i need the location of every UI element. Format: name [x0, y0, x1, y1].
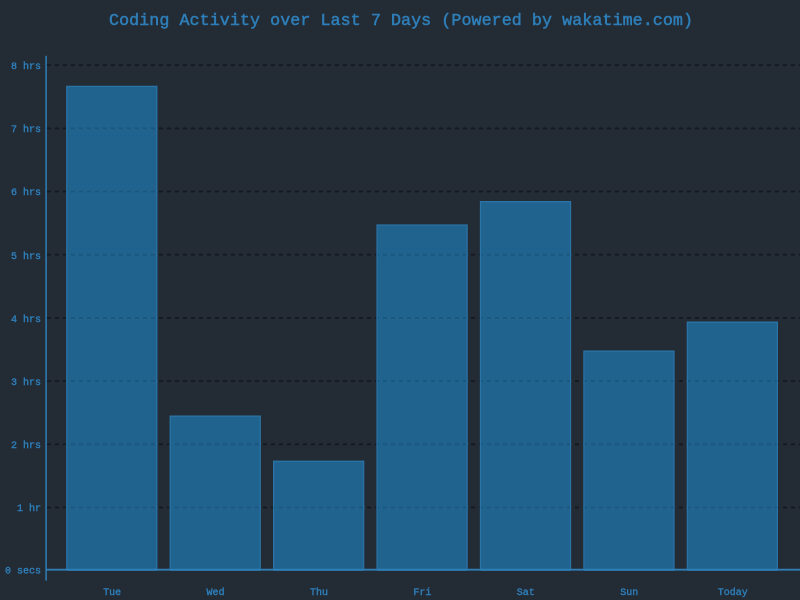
svg-text:Thu: Thu [310, 587, 328, 599]
svg-text:Fri: Fri [413, 587, 431, 599]
svg-text:Coding Activity over Last 7 Da: Coding Activity over Last 7 Days (Powere… [109, 12, 693, 31]
svg-text:5 hrs: 5 hrs [11, 251, 41, 263]
svg-text:Sun: Sun [620, 588, 638, 599]
svg-text:Wed: Wed [206, 587, 224, 599]
svg-text:3 hrs: 3 hrs [11, 377, 41, 389]
svg-text:Today: Today [718, 587, 748, 599]
svg-text:1 hr: 1 hr [17, 503, 41, 515]
svg-text:0 secs: 0 secs [5, 567, 41, 578]
svg-text:7 hrs: 7 hrs [11, 124, 41, 136]
svg-text:Sat: Sat [517, 588, 535, 599]
svg-text:2 hrs: 2 hrs [11, 440, 41, 452]
svg-text:6 hrs: 6 hrs [11, 187, 41, 199]
svg-text:Tue: Tue [103, 588, 121, 599]
svg-text:8 hrs: 8 hrs [11, 61, 41, 73]
svg-text:4 hrs: 4 hrs [11, 314, 41, 326]
